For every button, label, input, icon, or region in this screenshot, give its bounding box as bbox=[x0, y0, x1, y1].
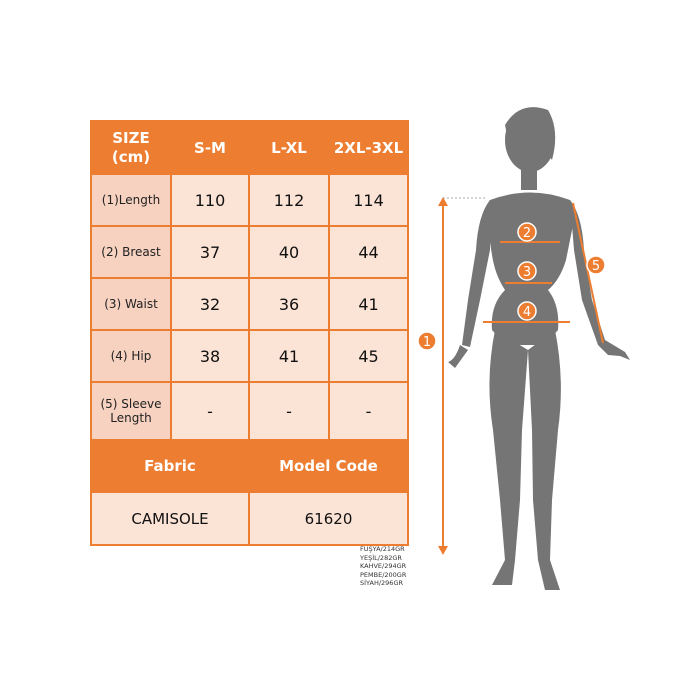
color-weights-list: FUŞYA/214GR YEŞİL/282GR KAHVE/294GR PEMB… bbox=[360, 545, 406, 588]
fabric-header: Fabric bbox=[90, 439, 250, 493]
size-value: - bbox=[328, 381, 409, 441]
marker-5: 5 bbox=[586, 255, 606, 275]
size-table: SIZE (cm) S-M L-XL 2XL-3XL (1)Length 110 1… bbox=[90, 120, 409, 546]
marker-1: 1 bbox=[417, 331, 437, 351]
size-value: 37 bbox=[170, 225, 250, 279]
marker-label: 2 bbox=[523, 226, 531, 241]
marker-2: 2 bbox=[517, 222, 537, 242]
size-value: 38 bbox=[170, 329, 250, 383]
table-row: (4) Hip 38 41 45 bbox=[90, 329, 409, 383]
size-value: 41 bbox=[248, 329, 330, 383]
table-row: (5) Sleeve Length - - - bbox=[90, 381, 409, 441]
marker-label: 3 bbox=[523, 265, 531, 280]
marker-3: 3 bbox=[517, 261, 537, 281]
size-value: 36 bbox=[248, 277, 330, 331]
weight-note: YEŞİL/282GR bbox=[360, 553, 402, 562]
row-label: (2) Breast bbox=[90, 225, 172, 279]
table-row: (3) Waist 32 36 41 bbox=[90, 277, 409, 331]
table-row: (1)Length 110 112 114 bbox=[90, 173, 409, 227]
header-size: SIZE (cm) bbox=[90, 120, 172, 175]
size-value: 41 bbox=[328, 277, 409, 331]
row-label: (4) Hip bbox=[90, 329, 172, 383]
woman-silhouette bbox=[448, 107, 630, 590]
weight-note: PEMBE/200GR bbox=[360, 570, 407, 579]
model-code-header: Model Code bbox=[248, 439, 409, 493]
weight-note: SİYAH/296GR bbox=[360, 579, 403, 588]
size-value: 32 bbox=[170, 277, 250, 331]
row-label: (5) Sleeve Length bbox=[90, 381, 172, 441]
size-value: - bbox=[170, 381, 250, 441]
size-value: 45 bbox=[328, 329, 409, 383]
row-label: (1)Length bbox=[90, 173, 172, 227]
marker-label: 1 bbox=[423, 335, 431, 350]
size-value: 114 bbox=[328, 173, 409, 227]
size-value: 112 bbox=[248, 173, 330, 227]
weight-note: FUŞYA/214GR bbox=[360, 545, 405, 553]
row-label: (3) Waist bbox=[90, 277, 172, 331]
header-2xl-3xl: 2XL-3XL bbox=[328, 120, 409, 175]
fabric-value: CAMISOLE bbox=[90, 491, 250, 546]
marker-label: 4 bbox=[523, 305, 531, 320]
size-value: - bbox=[248, 381, 330, 441]
size-value: 110 bbox=[170, 173, 250, 227]
table-row: (2) Breast 37 40 44 bbox=[90, 225, 409, 279]
size-value: 40 bbox=[248, 225, 330, 279]
header-l-xl: L-XL bbox=[248, 120, 330, 175]
marker-label: 5 bbox=[592, 259, 600, 274]
weight-note: KAHVE/294GR bbox=[360, 562, 407, 571]
header-s-m: S-M bbox=[170, 120, 250, 175]
marker-4: 4 bbox=[517, 301, 537, 321]
measurement-arrows bbox=[438, 197, 604, 555]
size-value: 44 bbox=[328, 225, 409, 279]
model-code-value: 61620 bbox=[248, 491, 409, 546]
